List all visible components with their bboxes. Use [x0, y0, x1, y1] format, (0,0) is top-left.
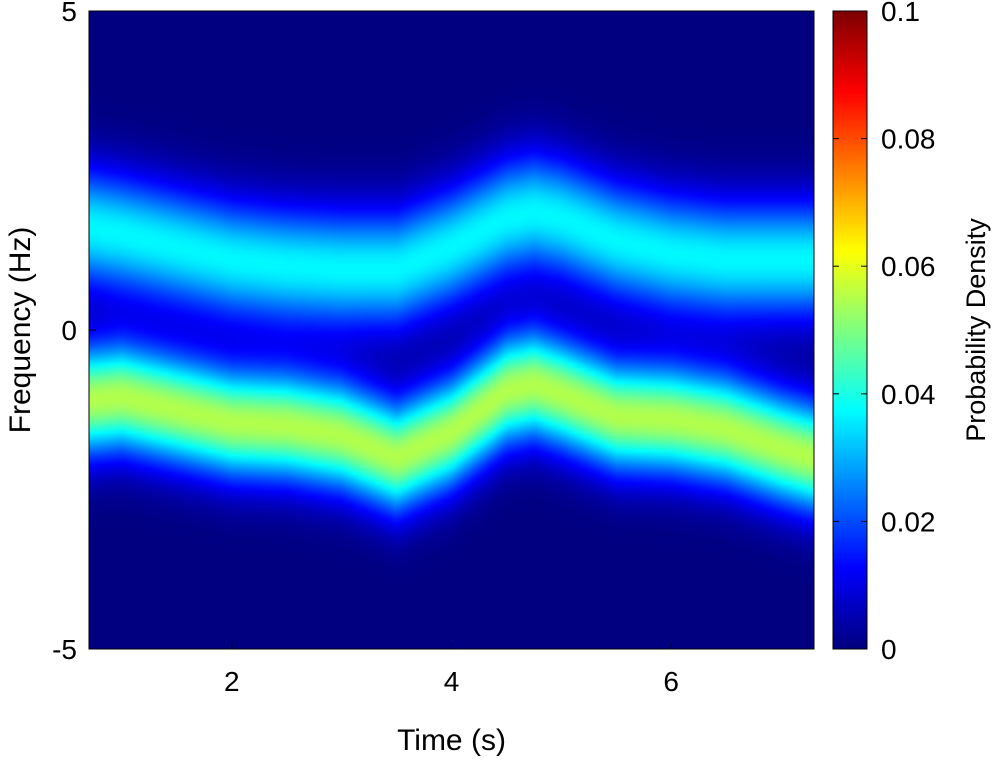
- y-tick-label: 0: [61, 315, 77, 346]
- colorbar-frame: [832, 10, 868, 650]
- colorbar-title: Probability Density: [961, 218, 991, 442]
- colorbar-tick-label: 0.08: [881, 124, 936, 155]
- y-axis: -5 0 5: [52, 0, 96, 665]
- colorbar-gradient: [833, 11, 867, 649]
- colorbar-tick-label: 0: [881, 634, 897, 665]
- colorbar-tick-label: 0.02: [881, 506, 936, 537]
- heatmap-plot-area: [88, 10, 815, 650]
- colorbar-tick-label: 0.1: [881, 0, 920, 27]
- colorbar-tick-label: 0.04: [881, 379, 936, 410]
- y-tick-label: -5: [52, 634, 77, 665]
- colorbar-tick-label: 0.06: [881, 251, 936, 282]
- colorbar-ticks: 0 0.02 0.04 0.06 0.08 0.1: [833, 0, 936, 665]
- x-axis: 2 4 6: [224, 642, 679, 697]
- colorbar: 0 0.02 0.04 0.06 0.08 0.1: [832, 0, 936, 665]
- x-tick-label: 6: [663, 666, 679, 697]
- x-tick-label: 4: [444, 666, 460, 697]
- x-tick-label: 2: [224, 666, 240, 697]
- y-axis-title: Frequency (Hz): [4, 227, 37, 434]
- x-axis-title: Time (s): [397, 724, 506, 757]
- y-tick-label: 5: [61, 0, 77, 27]
- density-heatmap-image: [89, 11, 814, 649]
